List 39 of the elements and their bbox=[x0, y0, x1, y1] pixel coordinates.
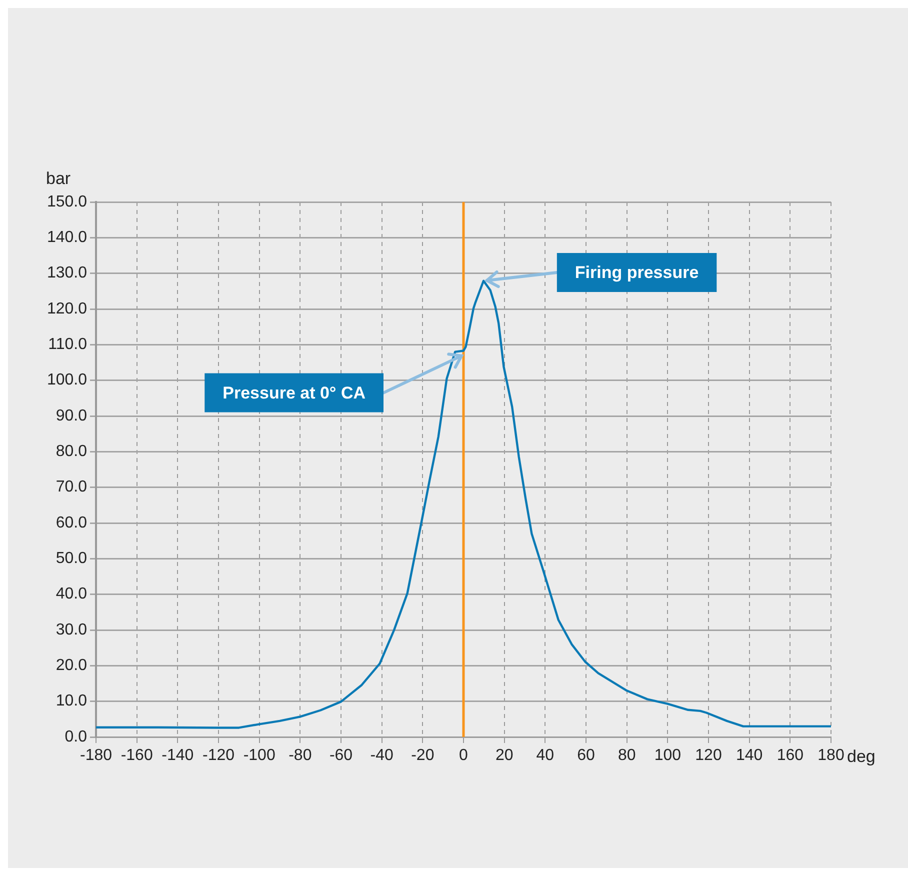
x-tick-label: 40 bbox=[536, 747, 554, 764]
x-tick-label: 160 bbox=[776, 747, 804, 764]
y-tick-label: 80.0 bbox=[56, 443, 88, 460]
x-tick-label: -160 bbox=[120, 747, 153, 764]
y-tick-label: 150.0 bbox=[46, 193, 88, 210]
y-tick-label: 70.0 bbox=[56, 478, 88, 496]
y-tick-label: 140.0 bbox=[46, 229, 88, 246]
x-tick-label: 180 bbox=[818, 747, 844, 764]
x-tick-label: 80 bbox=[618, 747, 636, 764]
y-tick-label: 0.0 bbox=[64, 728, 88, 746]
x-tick-label: 100 bbox=[654, 747, 682, 764]
annotation: Firing pressure bbox=[574, 263, 699, 282]
x-tick-label: -140 bbox=[162, 747, 194, 764]
y-tick-label: 50.0 bbox=[56, 550, 88, 568]
y-axis-title: bar bbox=[46, 169, 71, 188]
x-tick-label: -20 bbox=[411, 747, 434, 764]
y-tick-label: 10.0 bbox=[56, 692, 88, 710]
x-tick-label: -80 bbox=[288, 747, 312, 764]
x-tick-label: -40 bbox=[370, 747, 394, 764]
y-tick-label: 40.0 bbox=[56, 586, 88, 603]
x-tick-label: -120 bbox=[202, 747, 235, 764]
y-tick-label: 110.0 bbox=[48, 336, 88, 354]
y-tick-label: 100.0 bbox=[46, 372, 88, 389]
x-tick-label: 20 bbox=[495, 747, 514, 764]
y-tick-label: 90.0 bbox=[56, 407, 88, 424]
x-tick-label: 140 bbox=[736, 747, 763, 764]
y-tick-label: 30.0 bbox=[56, 621, 88, 638]
x-tick-label: 60 bbox=[577, 747, 595, 764]
y-tick-label: 60.0 bbox=[56, 514, 88, 532]
x-tick-label: -180 bbox=[80, 747, 112, 764]
x-tick-label: -100 bbox=[243, 747, 276, 764]
x-tick-label: 120 bbox=[695, 747, 722, 764]
x-tick-label: 0 bbox=[459, 747, 468, 764]
y-tick-label: 130.0 bbox=[46, 264, 88, 282]
y-tick-label: 120.0 bbox=[46, 300, 88, 318]
annotation: Pressure at 0° CA bbox=[222, 383, 366, 402]
x-axis-title: deg bbox=[847, 747, 876, 766]
x-tick-label: -60 bbox=[329, 747, 353, 764]
y-tick-label: 20.0 bbox=[56, 657, 88, 674]
